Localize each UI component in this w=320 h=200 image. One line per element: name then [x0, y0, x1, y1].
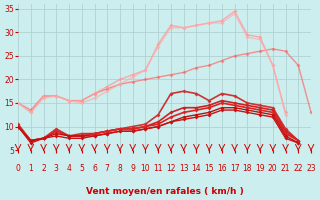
X-axis label: Vent moyen/en rafales ( km/h ): Vent moyen/en rafales ( km/h ) [86, 187, 244, 196]
